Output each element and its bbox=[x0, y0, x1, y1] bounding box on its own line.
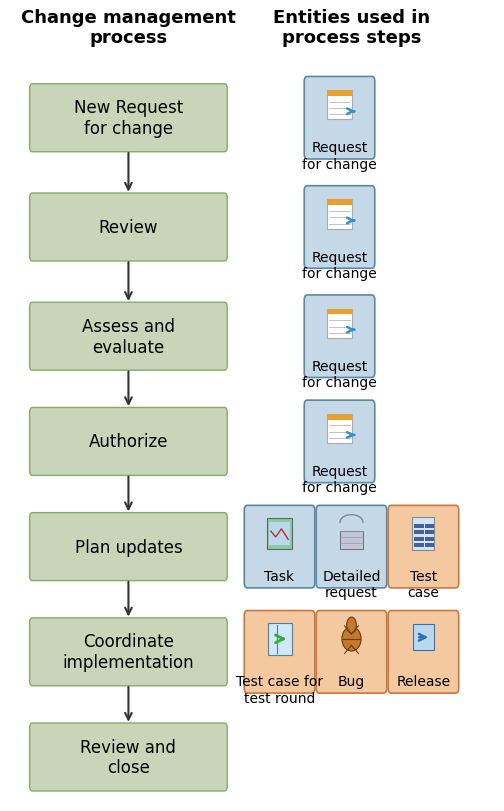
Text: Review: Review bbox=[99, 219, 158, 237]
FancyBboxPatch shape bbox=[425, 524, 434, 528]
Text: Test case for
test round: Test case for test round bbox=[236, 675, 323, 705]
Text: Request
for change: Request for change bbox=[302, 465, 377, 495]
FancyBboxPatch shape bbox=[30, 408, 227, 476]
FancyBboxPatch shape bbox=[327, 309, 352, 338]
FancyBboxPatch shape bbox=[414, 530, 424, 534]
FancyBboxPatch shape bbox=[327, 309, 352, 315]
FancyBboxPatch shape bbox=[327, 200, 352, 206]
FancyBboxPatch shape bbox=[425, 537, 434, 541]
Text: Test
case: Test case bbox=[408, 569, 439, 599]
FancyBboxPatch shape bbox=[244, 506, 315, 588]
FancyBboxPatch shape bbox=[340, 531, 363, 549]
FancyBboxPatch shape bbox=[304, 187, 375, 269]
Text: Detailed
request: Detailed request bbox=[322, 569, 381, 599]
FancyBboxPatch shape bbox=[30, 723, 227, 791]
FancyBboxPatch shape bbox=[327, 91, 352, 97]
Text: Request
for change: Request for change bbox=[302, 359, 377, 389]
Text: Assess and
evaluate: Assess and evaluate bbox=[82, 317, 175, 356]
Ellipse shape bbox=[342, 627, 361, 651]
FancyBboxPatch shape bbox=[412, 518, 434, 550]
FancyBboxPatch shape bbox=[327, 200, 352, 230]
FancyBboxPatch shape bbox=[388, 611, 459, 693]
FancyBboxPatch shape bbox=[30, 84, 227, 152]
Text: Request
for change: Request for change bbox=[302, 251, 377, 281]
FancyBboxPatch shape bbox=[304, 77, 375, 160]
Text: New Request
for change: New Request for change bbox=[74, 99, 183, 138]
FancyBboxPatch shape bbox=[30, 194, 227, 262]
FancyBboxPatch shape bbox=[244, 611, 315, 693]
Text: Coordinate
implementation: Coordinate implementation bbox=[62, 633, 194, 672]
Text: Authorize: Authorize bbox=[89, 433, 168, 451]
FancyBboxPatch shape bbox=[414, 524, 424, 528]
Circle shape bbox=[347, 617, 356, 633]
FancyBboxPatch shape bbox=[425, 543, 434, 547]
FancyBboxPatch shape bbox=[304, 401, 375, 483]
FancyBboxPatch shape bbox=[316, 506, 387, 588]
FancyBboxPatch shape bbox=[30, 618, 227, 686]
FancyBboxPatch shape bbox=[327, 414, 352, 444]
FancyBboxPatch shape bbox=[414, 537, 424, 541]
FancyBboxPatch shape bbox=[30, 303, 227, 371]
Text: Request
for change: Request for change bbox=[302, 141, 377, 171]
FancyBboxPatch shape bbox=[388, 506, 459, 588]
FancyBboxPatch shape bbox=[413, 624, 433, 650]
FancyBboxPatch shape bbox=[269, 523, 290, 545]
Text: Plan updates: Plan updates bbox=[75, 538, 182, 556]
FancyBboxPatch shape bbox=[316, 611, 387, 693]
Text: Entities used in
process steps: Entities used in process steps bbox=[273, 9, 430, 47]
FancyBboxPatch shape bbox=[327, 91, 352, 120]
FancyBboxPatch shape bbox=[30, 513, 227, 581]
Text: Change management
process: Change management process bbox=[21, 9, 236, 47]
Text: Review and
close: Review and close bbox=[81, 738, 176, 776]
Text: Bug: Bug bbox=[338, 675, 365, 689]
FancyBboxPatch shape bbox=[425, 530, 434, 534]
FancyBboxPatch shape bbox=[304, 295, 375, 378]
FancyBboxPatch shape bbox=[268, 623, 291, 655]
FancyBboxPatch shape bbox=[414, 543, 424, 547]
Text: Release: Release bbox=[396, 675, 451, 689]
Text: Task: Task bbox=[265, 569, 295, 584]
FancyBboxPatch shape bbox=[327, 414, 352, 420]
FancyBboxPatch shape bbox=[267, 519, 292, 549]
